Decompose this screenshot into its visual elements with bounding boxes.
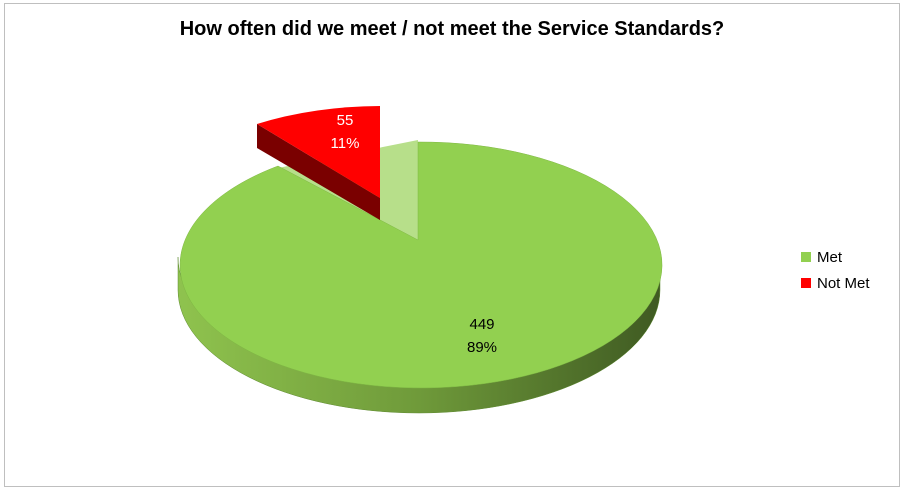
legend-swatch-not-met [801,278,811,288]
label-met-value: 449 [469,316,494,333]
legend: Met Not Met [801,244,870,296]
slice-met-top [179,141,663,389]
label-not-met-value: 55 [337,112,354,129]
legend-label-not-met: Not Met [817,274,870,292]
legend-item-not-met: Not Met [801,270,870,296]
legend-item-met: Met [801,244,870,270]
label-met-percent: 89% [467,339,497,356]
slice-not-met-wall [257,124,380,220]
chart-title: How often did we meet / not meet the Ser… [179,18,725,40]
slice-not-met-top [257,106,380,198]
legend-swatch-met [801,252,811,262]
legend-label-met: Met [817,248,843,266]
label-not-met-percent: 11% [331,135,360,152]
